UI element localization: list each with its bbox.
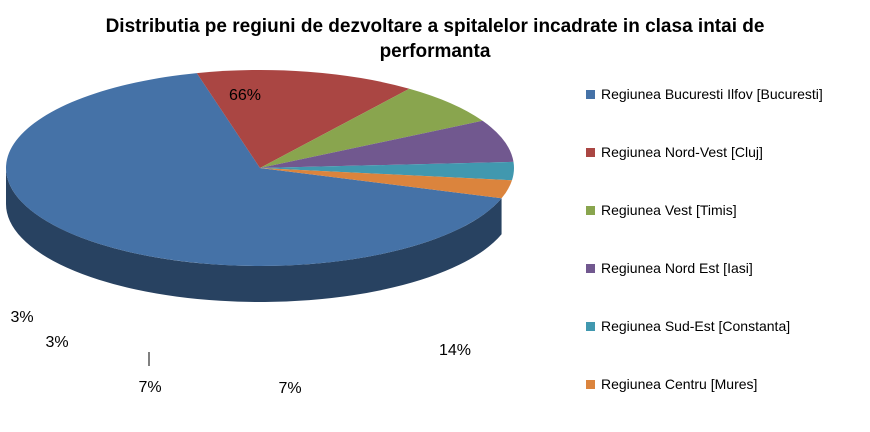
legend-label: Regiunea Centru [Mures]	[601, 376, 758, 392]
pie-chart: 66% 14% 7% 7% 3% 3%	[5, 70, 514, 397]
legend-swatch	[586, 321, 595, 331]
chart-title-line-2: performanta	[379, 41, 491, 62]
pie-side-regiunea-bucuresti-ilfov	[6, 168, 502, 302]
pie-slice-regiunea-centru	[260, 168, 512, 199]
legend-swatch	[586, 263, 595, 273]
legend-swatch	[586, 147, 595, 157]
legend-item-sud-est: Regiunea Sud-Est [Constanta]	[586, 316, 870, 336]
legend-label: Regiunea Vest [Timis]	[601, 202, 737, 218]
legend-label: Regiunea Bucuresti Ilfov [Bucuresti]	[601, 86, 823, 102]
legend-item-centru: Regiunea Centru [Mures]	[586, 374, 870, 394]
data-label-regiunea-centru: 3%	[10, 309, 33, 326]
legend: Regiunea Bucuresti Ilfov [Bucuresti] Reg…	[586, 84, 870, 432]
pie-slice-regiunea-sud-est	[260, 161, 514, 181]
pie-slice-regiunea-nord-est	[260, 120, 514, 168]
legend-swatch	[586, 89, 595, 99]
chart-title-line-1: Distributia pe regiuni de dezvoltare a s…	[105, 16, 765, 37]
legend-item-nord-est: Regiunea Nord Est [Iasi]	[586, 258, 870, 278]
chart-title: Distributia pe regiuni de dezvoltare a s…	[0, 14, 870, 64]
legend-swatch	[586, 205, 595, 215]
legend-item-vest: Regiunea Vest [Timis]	[586, 200, 870, 220]
legend-label: Regiunea Sud-Est [Constanta]	[601, 318, 791, 334]
data-label-regiunea-nord-est: 7%	[138, 379, 161, 396]
data-label-regiunea-sud-est: 3%	[45, 334, 68, 351]
data-label-regiunea-vest: 7%	[278, 380, 301, 397]
legend-item-bucuresti-ilfov: Regiunea Bucuresti Ilfov [Bucuresti]	[586, 84, 870, 104]
data-label-regiunea-bucuresti-ilfov: 66%	[229, 87, 261, 104]
pie-slice-regiunea-bucuresti-ilfov	[5, 73, 502, 266]
legend-label: Regiunea Nord Est [Iasi]	[601, 260, 753, 276]
legend-swatch	[586, 379, 595, 389]
legend-item-nord-vest: Regiunea Nord-Vest [Cluj]	[586, 142, 870, 162]
data-label-regiunea-nord-vest: 14%	[439, 342, 471, 359]
pie-slice-regiunea-vest	[260, 88, 483, 168]
pie-slice-regiunea-nord-vest	[196, 70, 410, 168]
legend-label: Regiunea Nord-Vest [Cluj]	[601, 144, 763, 160]
